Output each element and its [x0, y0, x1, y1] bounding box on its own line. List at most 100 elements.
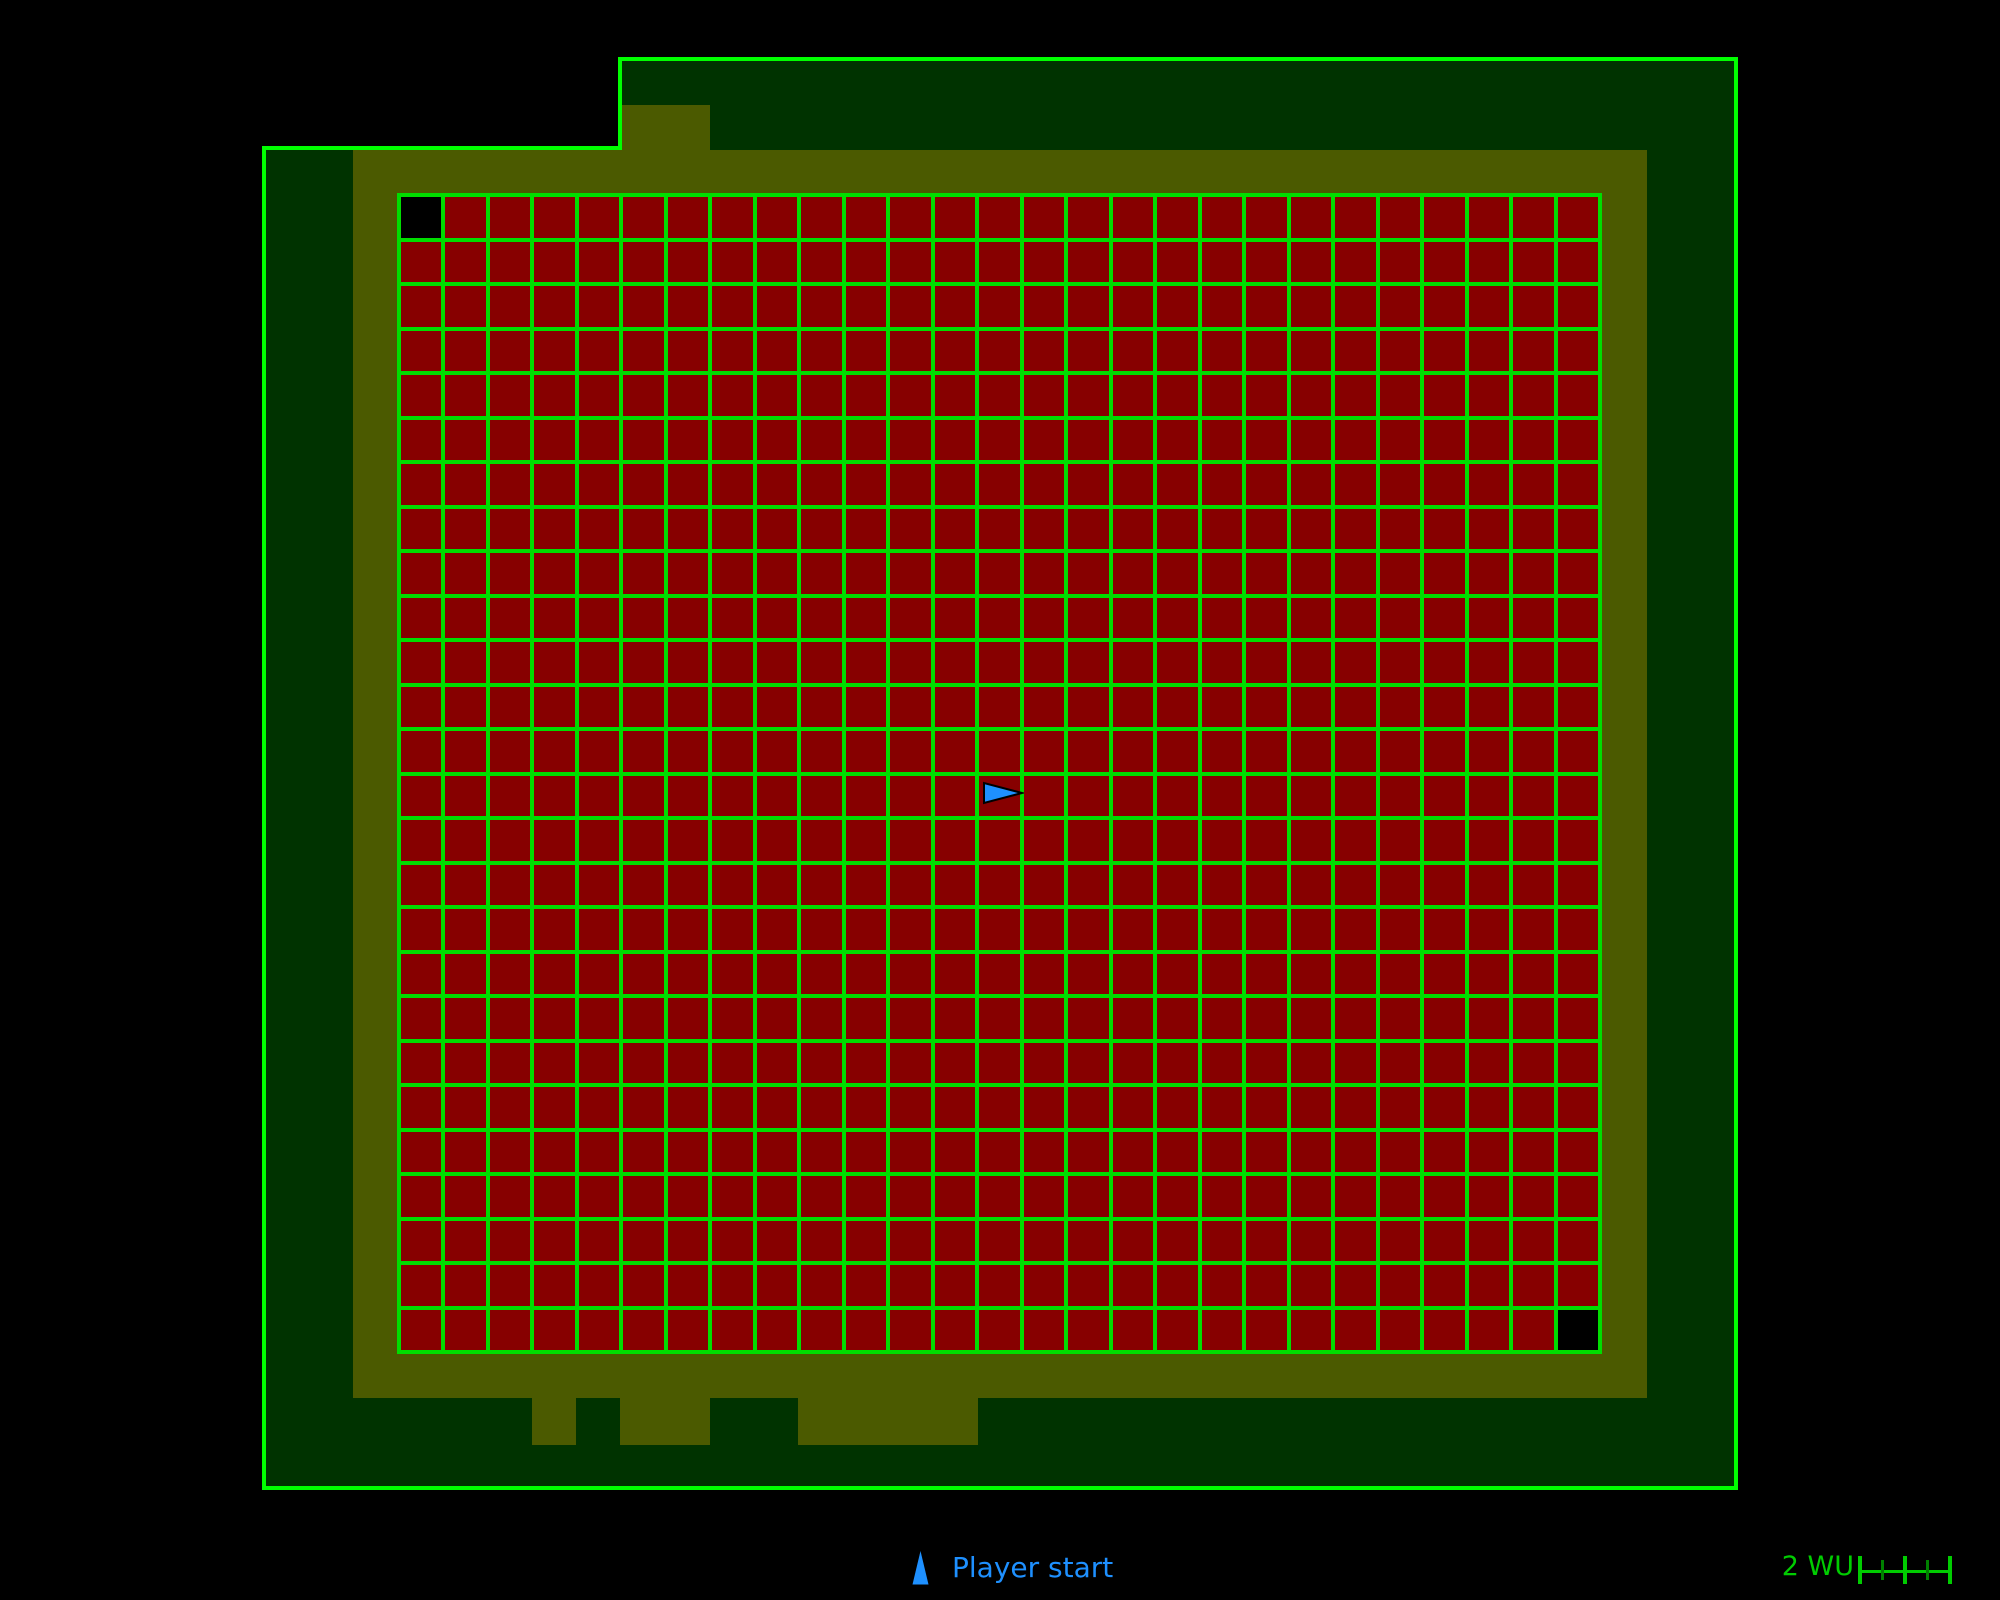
grid-cell: [578, 731, 620, 772]
scale-ruler: [1858, 1556, 1952, 1584]
grid-cell: [1468, 731, 1510, 772]
grid-cell: [1290, 820, 1332, 861]
grid-cell: [667, 1131, 709, 1172]
grid-cell: [845, 1131, 887, 1172]
grid-cell: [1112, 375, 1154, 416]
grid-cell: [1335, 508, 1376, 549]
grid-cell: [1023, 464, 1065, 505]
grid-cell: [1112, 419, 1154, 460]
grid-cell: [1112, 1309, 1154, 1350]
grid-cell: [934, 1309, 976, 1350]
grid-cell: [445, 241, 486, 282]
grid-cell: [1068, 1087, 1109, 1128]
grid-cell: [1379, 1220, 1421, 1261]
grid-cell: [1468, 508, 1510, 549]
grid-cell: [934, 998, 976, 1039]
grid-cell: [1157, 642, 1198, 683]
grid-cell: [712, 731, 753, 772]
grid-cell: [578, 1265, 620, 1306]
grid-cell: [1379, 953, 1421, 994]
grid-cell: [445, 553, 486, 594]
grid-cell: [578, 864, 620, 905]
grid-cell: [1112, 286, 1154, 327]
grid-cell: [1379, 1309, 1421, 1350]
grid-cell: [445, 909, 486, 950]
grid-cell: [1557, 375, 1598, 416]
grid-cell: [845, 1265, 887, 1306]
grid-cell: [1023, 731, 1065, 772]
grid-cell: [934, 375, 976, 416]
grid-cell: [1468, 1042, 1510, 1083]
grid-cell: [934, 1176, 976, 1217]
grid-cell: [1335, 864, 1376, 905]
grid-cell: [756, 597, 798, 638]
grid-cell: [489, 508, 531, 549]
grid-cell: [890, 464, 931, 505]
grid-cell: [667, 998, 709, 1039]
grid-cell: [890, 864, 931, 905]
grid-cell: [890, 553, 931, 594]
grid-cell: [667, 731, 709, 772]
grid-cell: [934, 241, 976, 282]
grid-cell: [1112, 464, 1154, 505]
grid-cell: [489, 686, 531, 727]
outline-notch: [618, 57, 622, 150]
grid-cell: [1112, 731, 1154, 772]
grid-cell: [1335, 909, 1376, 950]
grid-cell: [712, 286, 753, 327]
grid-cell-void: [1557, 1309, 1598, 1350]
grid-cell: [1468, 286, 1510, 327]
grid-cell: [845, 1220, 887, 1261]
grid-cell: [578, 1309, 620, 1350]
grid-cell: [445, 419, 486, 460]
grid-cell: [1513, 1220, 1554, 1261]
grid-cell: [845, 508, 887, 549]
grid-cell: [445, 953, 486, 994]
grid-cell: [1068, 330, 1109, 371]
grid-cell: [801, 1131, 842, 1172]
grid-cell: [1112, 686, 1154, 727]
grid-cell: [1068, 864, 1109, 905]
grid-cell: [890, 508, 931, 549]
grid-cell: [1201, 375, 1243, 416]
grid-cell: [1023, 998, 1065, 1039]
grid-cell: [845, 330, 887, 371]
grid-cell: [623, 686, 664, 727]
grid-cell: [1424, 775, 1465, 816]
grid-cell: [712, 1265, 753, 1306]
grid-cell: [1290, 909, 1332, 950]
grid-cell: [1068, 998, 1109, 1039]
grid-cell: [1379, 1042, 1421, 1083]
grid-cell: [1068, 820, 1109, 861]
grid-cell: [1335, 1087, 1376, 1128]
grid-cell: [756, 419, 798, 460]
grid-cell: [801, 330, 842, 371]
grid-cell: [1246, 909, 1287, 950]
grid-cell: [1068, 1042, 1109, 1083]
grid-cell: [1201, 330, 1243, 371]
grid-cell: [401, 419, 442, 460]
grid-cell: [756, 775, 798, 816]
grid-cell: [1023, 1309, 1065, 1350]
grid-cell: [979, 597, 1020, 638]
grid-cell: [712, 464, 753, 505]
outline-bottom: [262, 1486, 1738, 1490]
grid-cell: [401, 508, 442, 549]
grid-cell: [979, 998, 1020, 1039]
player-start-triangle-icon: [912, 1551, 929, 1585]
grid-cell: [623, 820, 664, 861]
grid-cell: [445, 597, 486, 638]
grid-cell: [1424, 1176, 1465, 1217]
grid-cell: [1513, 775, 1554, 816]
grid-cell: [1513, 464, 1554, 505]
grid-cell: [445, 1176, 486, 1217]
grid-cell: [401, 286, 442, 327]
grid-cell: [1513, 1087, 1554, 1128]
grid-cell: [534, 998, 575, 1039]
grid-cell: [623, 775, 664, 816]
grid-cell: [534, 642, 575, 683]
grid-cell: [1112, 953, 1154, 994]
grid-cell: [756, 1042, 798, 1083]
grid-cell: [979, 1176, 1020, 1217]
